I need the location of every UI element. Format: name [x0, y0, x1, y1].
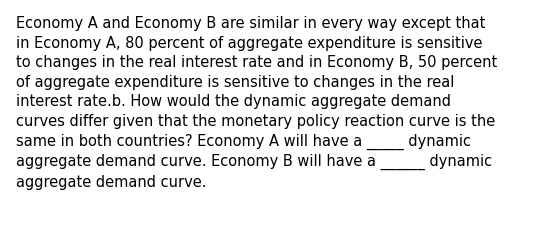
Text: Economy A and Economy B are similar in every way except that
in Economy A, 80 pe: Economy A and Economy B are similar in e…	[16, 16, 497, 189]
